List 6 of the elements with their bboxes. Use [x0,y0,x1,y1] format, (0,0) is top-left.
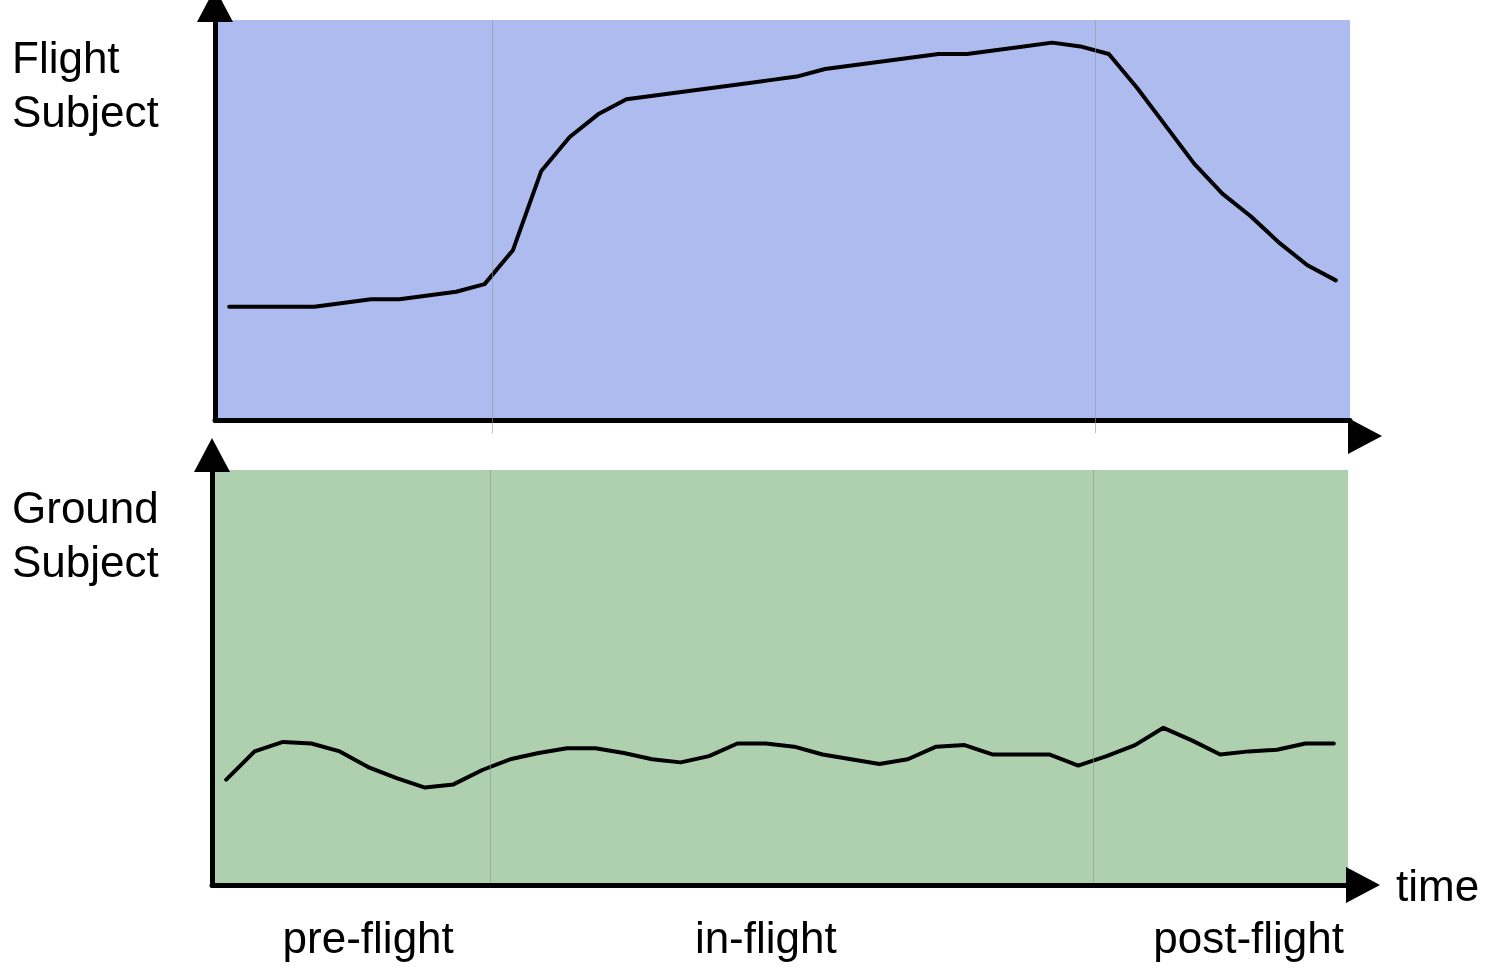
x-tick-label: pre-flight [282,912,454,962]
x-tick-label: post-flight [1153,912,1344,962]
y-axis-title: Flight Subject [12,32,159,136]
x-axis-title: time [1396,860,1480,910]
x-tick-label: in-flight [694,912,837,962]
y-axis-title: Ground Subject [12,482,159,586]
